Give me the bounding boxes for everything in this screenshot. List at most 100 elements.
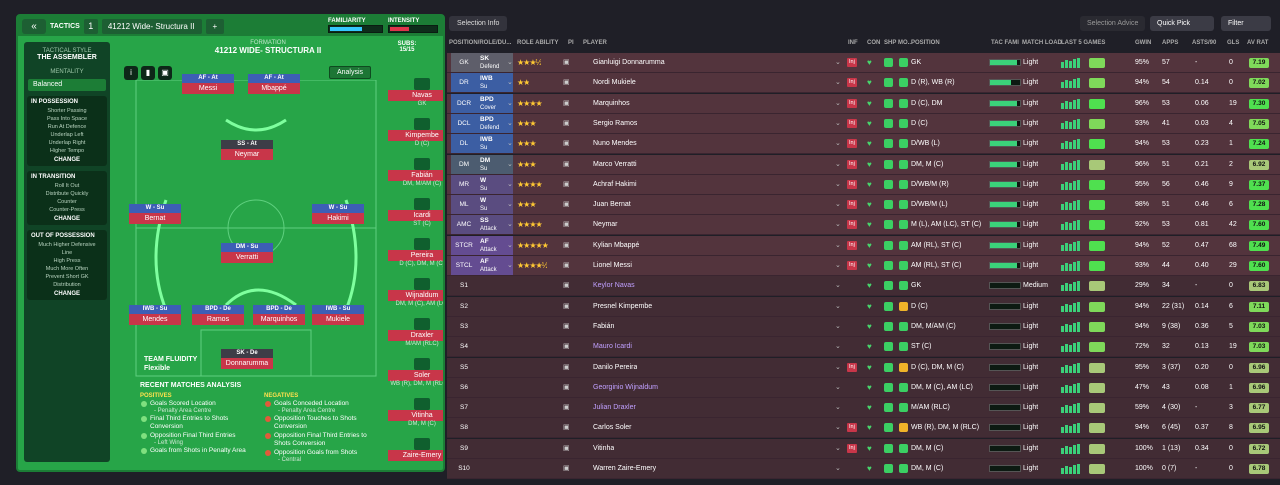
table-row[interactable]: DCL BPD Defend ⌄ ★★★ ▣ Sergio Ramos ⌄ Inj ♥ D (C) L… — [447, 113, 1280, 134]
table-row[interactable]: S3 ▣ Fabián ⌄ ♥ DM, M/AM (C) Light 94% 9 (38) 0.3… — [447, 316, 1280, 337]
column-header[interactable]: POSITION — [911, 40, 940, 46]
back-button[interactable]: « — [22, 18, 46, 34]
player-instructions-icon[interactable]: ▣ — [563, 282, 570, 290]
chevron-down-icon[interactable]: ⌄ — [835, 59, 841, 66]
position-slot[interactable]: S6 — [460, 383, 468, 391]
chevron-down-icon[interactable]: ⌄ — [507, 140, 513, 148]
chevron-down-icon[interactable]: ⌄ — [835, 282, 841, 290]
sub-player[interactable]: Pereira D (C), DM, M (C) — [388, 238, 443, 278]
column-header[interactable]: PI — [568, 40, 574, 46]
chevron-down-icon[interactable]: ⌄ — [835, 180, 841, 188]
player-name[interactable]: Gianluigi Donnarumma — [593, 59, 665, 66]
player-name[interactable]: Neymar — [593, 221, 618, 229]
role-duty-cell[interactable]: SS Attack — [477, 215, 513, 235]
position-slot[interactable]: DL — [451, 134, 477, 154]
table-row[interactable]: S6 ▣ Georginio Wijnaldum ⌄ ♥ DM, M (C), AM (L… — [447, 377, 1280, 398]
position-slot[interactable]: S3 — [460, 322, 468, 330]
sub-player[interactable]: Zaire-Emery — [388, 438, 443, 470]
add-tactic-button[interactable]: + — [205, 18, 224, 34]
table-row[interactable]: DL IWB Su ⌄ ★★★ ▣ Nuno Mendes ⌄ Inj ♥ D/WB (L) Ligh… — [447, 134, 1280, 155]
tactic-slot-number[interactable]: 1 — [83, 18, 98, 34]
role-duty-cell[interactable]: W Su — [477, 195, 513, 215]
bar-chart-icon[interactable]: ▮ — [141, 66, 155, 80]
chevron-down-icon[interactable]: ⌄ — [835, 322, 841, 330]
chevron-down-icon[interactable]: ⌄ — [835, 160, 841, 168]
player-name[interactable]: Mauro Icardi — [593, 343, 632, 351]
player-name[interactable]: Keylor Navas — [593, 282, 635, 290]
quick-pick-button[interactable]: Quick Pick — [1150, 16, 1214, 31]
column-header[interactable]: GWIN — [1135, 40, 1152, 46]
chevron-down-icon[interactable]: ⌄ — [835, 119, 841, 127]
chevron-down-icon[interactable]: ⌄ — [507, 99, 513, 107]
column-header[interactable]: POSITION/ROLE/DU... — [449, 40, 512, 46]
sub-player[interactable]: Vitinha DM, M (C) — [388, 398, 443, 438]
table-row[interactable]: AMC SS Attack ⌄ ★★★★ ▣ Neymar ⌄ Inj ♥ M (L), AM (L… — [447, 215, 1280, 236]
chevron-down-icon[interactable]: ⌄ — [507, 221, 513, 229]
position-slot[interactable]: DCR — [451, 93, 477, 113]
player-instructions-icon[interactable]: ▣ — [563, 140, 570, 148]
chevron-down-icon[interactable]: ⌄ — [507, 59, 513, 66]
role-duty-cell[interactable]: BPD Defend — [477, 113, 513, 133]
column-header[interactable]: ASTS/90 — [1192, 40, 1217, 46]
column-header[interactable]: TAC FAMI — [991, 40, 1019, 46]
column-header[interactable]: INF — [848, 40, 858, 46]
column-header[interactable]: ROLE ABILITY — [517, 40, 559, 46]
player-name[interactable]: Nordi Mukiele — [593, 79, 636, 87]
column-header[interactable]: APPS — [1162, 40, 1179, 46]
role-duty-cell[interactable]: DM Su — [477, 154, 513, 174]
chevron-down-icon[interactable]: ⌄ — [835, 99, 841, 107]
player-instructions-icon[interactable]: ▣ — [563, 59, 570, 66]
chevron-down-icon[interactable]: ⌄ — [507, 180, 513, 188]
table-row[interactable]: S4 ▣ Mauro Icardi ⌄ ♥ ST (C) Light 72% 32 0.13 19 7… — [447, 337, 1280, 358]
position-slot[interactable]: S10 — [458, 465, 470, 472]
column-header[interactable]: LAST 5 GAMES — [1061, 40, 1106, 46]
table-row[interactable]: S7 ▣ Julian Draxler ⌄ ♥ M/AM (RLC) Light 59% 4 (… — [447, 398, 1280, 419]
role-duty-cell[interactable]: IWB Su — [477, 73, 513, 93]
chevron-down-icon[interactable]: ⌄ — [835, 201, 841, 209]
in-possession-change-button[interactable]: CHANGE — [53, 157, 80, 163]
player-instructions-icon[interactable]: ▣ — [563, 404, 570, 412]
position-slot[interactable]: DCL — [451, 113, 477, 133]
player-name[interactable]: Marco Verratti — [593, 160, 637, 168]
role-duty-cell[interactable]: BPD Cover — [477, 93, 513, 113]
player-name[interactable]: Julian Draxler — [593, 404, 636, 412]
player-instructions-icon[interactable]: ▣ — [563, 383, 570, 391]
position-slot[interactable]: S7 — [460, 404, 468, 412]
role-duty-cell[interactable]: SK Defend — [477, 53, 513, 72]
role-duty-cell[interactable]: W Su — [477, 174, 513, 194]
player-instructions-icon[interactable]: ▣ — [563, 79, 570, 87]
table-row[interactable]: S10 ▣ Warren Zaire-Emery ⌄ ♥ DM, M (C) Light 10… — [447, 459, 1280, 479]
player-instructions-icon[interactable]: ▣ — [563, 221, 570, 229]
position-slot[interactable]: S2 — [460, 302, 468, 310]
out-of-possession-change-button[interactable]: CHANGE — [53, 291, 80, 297]
player-instructions-icon[interactable]: ▣ — [563, 262, 570, 269]
position-slot[interactable]: STCR — [451, 235, 477, 255]
chevron-down-icon[interactable]: ⌄ — [507, 241, 513, 249]
player-name[interactable]: Fabián — [593, 322, 615, 330]
pitch-player[interactable]: W - Su Hakimi — [312, 204, 364, 224]
column-header[interactable]: CON — [867, 40, 881, 46]
player-instructions-icon[interactable]: ▣ — [563, 424, 570, 432]
player-instructions-icon[interactable]: ▣ — [563, 322, 570, 330]
position-slot[interactable]: GK — [451, 53, 477, 72]
player-instructions-icon[interactable]: ▣ — [563, 119, 570, 127]
chevron-down-icon[interactable]: ⌄ — [835, 343, 841, 351]
player-name[interactable]: Achraf Hakimi — [593, 180, 637, 188]
player-name[interactable]: Nuno Mendes — [593, 140, 637, 148]
position-slot[interactable]: STCL — [451, 256, 477, 275]
chevron-down-icon[interactable]: ⌄ — [835, 262, 841, 269]
chevron-down-icon[interactable]: ⌄ — [835, 383, 841, 391]
table-row[interactable]: S1 ▣ Keylor Navas ⌄ ♥ GK Medium 29% 34 - 0 6.83 — [447, 276, 1280, 297]
table-row[interactable]: STCL AF Attack ⌄ ★★★★½ ▣ Lionel Messi ⌄ Inj ♥ AM (… — [447, 256, 1280, 276]
sub-player[interactable]: Fabián DM, M/AM (C) — [388, 158, 443, 198]
pitch-player[interactable]: W - Su Bernat — [129, 204, 181, 224]
table-row[interactable]: S9 ▣ Vitinha ⌄ Inj ♥ DM, M (C) Light 100% 1 (13) 0… — [447, 438, 1280, 459]
pitch-player[interactable]: BPD - De Ramos — [192, 305, 244, 325]
chevron-down-icon[interactable]: ⌄ — [835, 140, 841, 148]
position-slot[interactable]: S9 — [460, 444, 468, 452]
tab-tactics[interactable]: TACTICS — [50, 23, 80, 30]
tactic-name-dropdown[interactable]: 41212 Wide- Structura II — [101, 18, 202, 34]
position-slot[interactable]: DM — [451, 154, 477, 174]
analysis-button[interactable]: Analysis — [329, 66, 371, 79]
player-instructions-icon[interactable]: ▣ — [563, 180, 570, 188]
